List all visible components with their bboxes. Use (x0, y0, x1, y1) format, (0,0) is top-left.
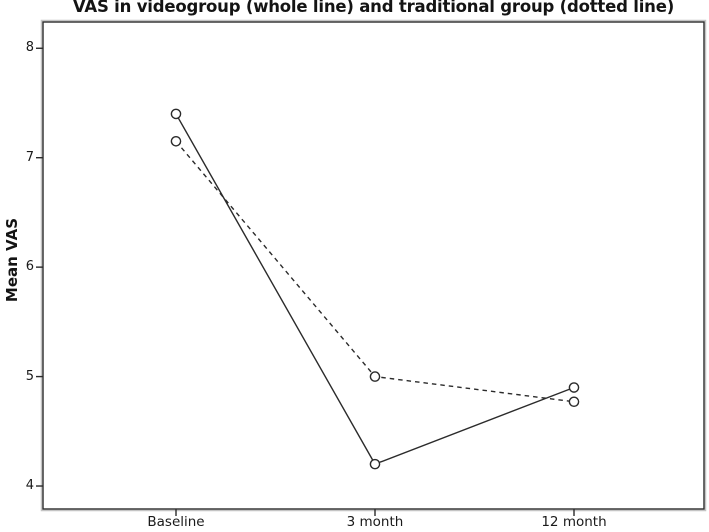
x-axis-tick-labels: Baseline 3 month 12 month (0, 514, 709, 532)
data-point-marker (369, 458, 381, 470)
data-point-marker (170, 135, 182, 147)
x-tick-label: 12 month (541, 514, 607, 530)
chart-title: VAS in videogroup (whole line) and tradi… (72, 0, 675, 16)
data-point-marker (170, 108, 182, 120)
y-tick-label: 8 (25, 40, 34, 56)
data-point-marker (568, 382, 580, 393)
x-tick-label: Baseline (147, 514, 205, 530)
y-axis-tick-labels: 4 5 6 7 8 (0, 0, 34, 532)
y-tick-label: 6 (25, 259, 34, 275)
plot-frame (42, 21, 705, 510)
y-tick-label: 7 (25, 149, 34, 165)
x-tick-label: 3 month (346, 514, 404, 530)
data-point-marker (568, 396, 580, 408)
y-tick-label: 5 (25, 368, 34, 384)
data-point-marker (369, 371, 381, 382)
y-tick-label: 4 (25, 478, 34, 494)
plot-frame-shadow (40, 19, 707, 512)
